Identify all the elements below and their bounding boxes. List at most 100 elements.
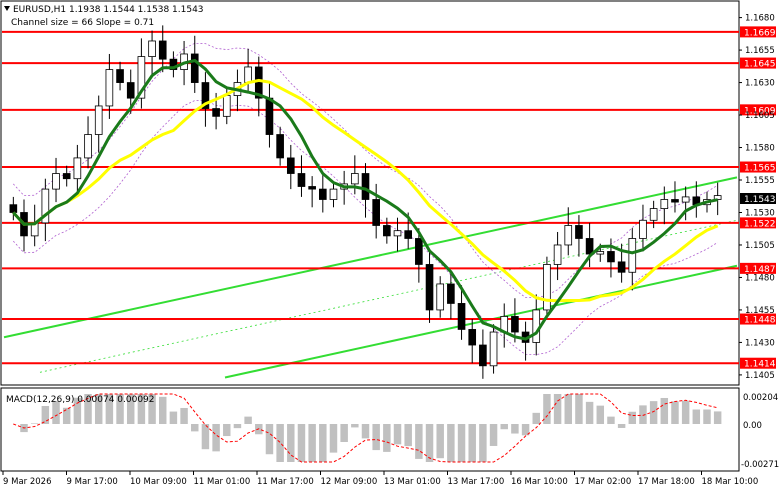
macd-bar xyxy=(126,394,135,424)
macd-bar xyxy=(532,412,540,424)
time-tick-label: 11 Mar 17:00 xyxy=(257,477,314,487)
candle-body xyxy=(190,53,199,83)
time-tick-label: 9 Mar 17:00 xyxy=(67,477,118,487)
level-label: 1.1522 xyxy=(744,219,776,229)
candle-body xyxy=(447,283,455,304)
candle-body xyxy=(575,225,583,239)
macd-bar xyxy=(489,424,498,446)
candle-body xyxy=(532,309,541,343)
macd-bar xyxy=(73,397,82,424)
level-label: 1.1565 xyxy=(744,164,776,174)
macd-bar xyxy=(617,424,626,428)
candle-body xyxy=(308,186,316,190)
macd-bar xyxy=(180,407,188,424)
macd-bar xyxy=(233,424,242,429)
macd-bar xyxy=(585,401,594,424)
level-tag xyxy=(740,57,776,69)
collapse-arrow-icon[interactable] xyxy=(4,6,10,11)
candle-body xyxy=(73,157,82,180)
horizontal-levels[interactable]: 1.16691.16451.16091.15651.15221.14871.14… xyxy=(2,26,776,370)
price-tick-label: 1.1680 xyxy=(745,14,775,24)
candle-body xyxy=(169,58,178,70)
candle-body xyxy=(681,196,690,203)
candle-body xyxy=(201,82,210,109)
candle-body xyxy=(276,134,284,159)
candle-body xyxy=(105,69,114,107)
candle-body xyxy=(596,251,605,255)
macd-bar xyxy=(671,401,679,424)
macd-bar xyxy=(265,424,274,455)
candle-body xyxy=(244,66,252,83)
level-label: 1.1669 xyxy=(744,28,776,38)
macd-tick-zero: 0.00 xyxy=(743,421,762,431)
candle-body xyxy=(457,303,466,330)
time-tick-label: 18 Mar 10:00 xyxy=(702,477,759,487)
price-tick-label: 1.1480 xyxy=(745,273,775,283)
candle-body xyxy=(649,208,658,221)
macd-bar xyxy=(201,424,210,450)
price-tick-label: 1.1605 xyxy=(745,111,775,121)
macd-bar xyxy=(148,394,156,424)
candle-body xyxy=(383,225,391,237)
candle-body xyxy=(607,251,615,263)
candle-body xyxy=(351,173,359,185)
macd-bar xyxy=(649,401,658,424)
price-tick-label: 1.1530 xyxy=(745,208,775,218)
time-axis: 9 Mar 2026 9 Mar 17:00 10 Mar 09:00 11 Mar … xyxy=(2,471,759,487)
price-tick-label: 1.1580 xyxy=(745,144,775,154)
macd-bar xyxy=(500,424,508,430)
level-tag xyxy=(740,104,776,116)
macd-bar xyxy=(191,424,199,432)
macd-bar xyxy=(84,394,92,424)
macd-bar xyxy=(212,424,220,452)
macd-bar xyxy=(340,424,348,442)
macd-bar xyxy=(415,424,423,459)
macd-bar xyxy=(543,394,551,424)
candle-body xyxy=(9,204,18,213)
macd-bar xyxy=(105,394,114,424)
macd-tick-top: 0.00204 xyxy=(743,393,778,403)
macd-bar xyxy=(607,416,615,424)
price-tick-label: 1.1555 xyxy=(745,176,775,186)
macd-tick-bottom: -0.00271 xyxy=(741,460,779,470)
macd-bar xyxy=(447,424,455,462)
candle-body xyxy=(628,238,637,273)
macd-signal-line xyxy=(13,393,718,463)
candle-body xyxy=(52,173,60,190)
time-tick-label: 13 Mar 01:00 xyxy=(384,477,441,487)
candle-body xyxy=(286,157,295,174)
candle-body xyxy=(489,331,498,367)
candle-body xyxy=(158,40,167,60)
macd-bar xyxy=(159,396,167,424)
macd-pane-frame xyxy=(0,387,740,472)
macd-bar xyxy=(628,411,637,424)
macd-histogram xyxy=(13,393,722,463)
candle-body xyxy=(361,173,370,200)
macd-bar xyxy=(564,394,572,424)
macd-bar xyxy=(287,424,295,462)
macd-bar xyxy=(436,424,444,459)
level-label: 1.1448 xyxy=(744,316,776,326)
level-tag xyxy=(740,161,776,173)
candle-body xyxy=(329,188,338,200)
candle-body xyxy=(543,264,551,311)
candle-body xyxy=(372,199,380,226)
current-price-tag xyxy=(740,193,776,204)
time-tick-label: 9 Mar 2026 xyxy=(3,477,51,487)
candle-body xyxy=(404,230,413,239)
channel-mid-line xyxy=(39,219,738,373)
candle-body xyxy=(425,264,434,311)
macd-bar xyxy=(479,424,487,462)
macd-bar xyxy=(30,423,39,424)
current-price-label: 1.1543 xyxy=(744,195,776,205)
macd-bar xyxy=(297,424,306,462)
time-tick-label: 12 Mar 09:00 xyxy=(321,477,378,487)
candle-body xyxy=(41,188,50,224)
level-label: 1.1414 xyxy=(744,360,776,370)
macd-bar xyxy=(361,424,370,439)
macd-bar xyxy=(94,394,103,424)
fast-moving-average xyxy=(12,58,719,341)
price-tick-label: 1.1455 xyxy=(745,306,775,316)
symbol-info: EURUSD,H1 1.1938 1.1544 1.1538 1.1543 xyxy=(13,5,204,15)
